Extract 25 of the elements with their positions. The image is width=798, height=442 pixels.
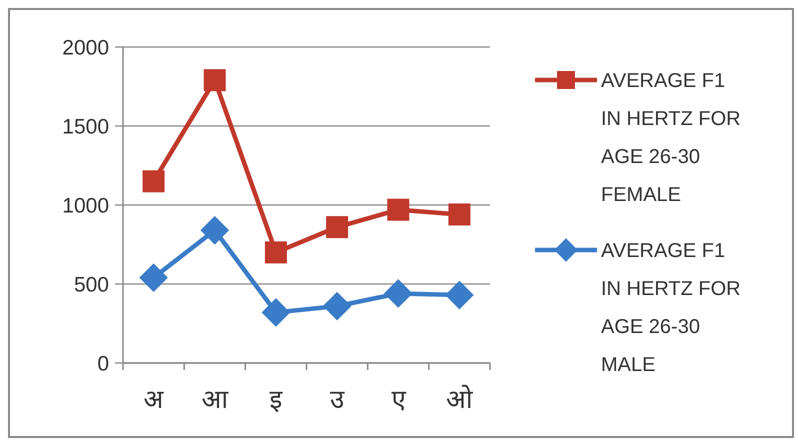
y-tick-label: 1500 (62, 115, 109, 138)
x-tick-label: ओ (446, 384, 473, 414)
point (204, 69, 226, 92)
y-tick-label: 0 (97, 352, 109, 376)
legend-label: AVERAGE F1 IN HERTZ FOR AGE 26-30 FEMALE (601, 70, 741, 206)
point (448, 203, 470, 226)
x-tick-label: आ (201, 384, 228, 414)
point (262, 298, 290, 327)
point (200, 216, 230, 245)
point (384, 279, 413, 308)
point (142, 170, 165, 192)
y-tick-label: 1000 (62, 194, 109, 218)
y-tick-label: 500 (74, 273, 109, 296)
point (326, 216, 348, 238)
x-tick-label: अ (144, 384, 165, 414)
point (445, 280, 474, 310)
x-tick-label: उ (330, 384, 346, 414)
x-tick-label: ए (391, 384, 406, 414)
point (264, 241, 287, 264)
x-tick-label: इ (269, 384, 284, 414)
point (322, 292, 352, 320)
point (139, 263, 168, 292)
legend-label: AVERAGE F1 IN HERTZ FOR AGE 26-30 MALE (601, 240, 741, 376)
point (387, 198, 410, 221)
y-tick-label: 2000 (62, 36, 109, 60)
